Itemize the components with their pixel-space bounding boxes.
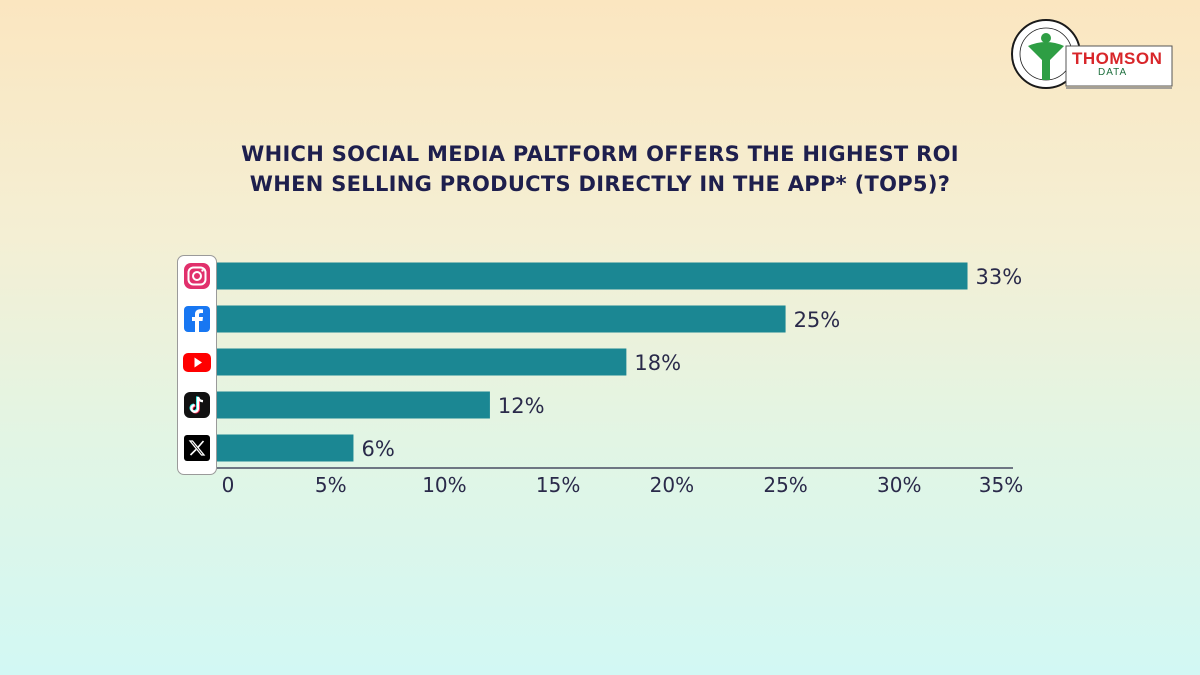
bar-tiktok [217, 391, 490, 419]
tiktok-icon [184, 392, 210, 418]
logo-data-text: DATA [1098, 67, 1128, 78]
x-tick-label: 20% [650, 473, 694, 497]
x-tick-label: 10% [422, 473, 466, 497]
x-tick-label: 5% [315, 473, 347, 497]
x-tick-label: 35% [979, 473, 1023, 497]
bar-youtube [217, 348, 627, 376]
instagram-icon [184, 263, 210, 289]
x-tick-label: 25% [763, 473, 807, 497]
data-label: 12% [498, 394, 545, 418]
youtube-icon [183, 353, 211, 372]
thomson-data-logo [1011, 19, 1173, 89]
data-label: 6% [361, 437, 394, 461]
x-icon [184, 435, 210, 461]
data-label: 18% [634, 351, 681, 375]
data-label: 25% [794, 308, 841, 332]
bar-facebook [217, 305, 786, 333]
chart-title-line-1: WHICH SOCIAL MEDIA PALTFORM OFFERS THE H… [241, 142, 959, 166]
data-label: 33% [976, 265, 1023, 289]
bar-instagram [217, 262, 968, 290]
bar-x [217, 434, 354, 462]
chart-title-line-2: WHEN SELLING PRODUCTS DIRECTLY IN THE AP… [249, 172, 951, 196]
logo-thomson-text: THOMSON [1072, 49, 1163, 68]
x-tick-label: 15% [536, 473, 580, 497]
x-tick-label: 30% [877, 473, 921, 497]
facebook-icon [184, 306, 210, 332]
x-tick-label: 0 [222, 473, 235, 497]
